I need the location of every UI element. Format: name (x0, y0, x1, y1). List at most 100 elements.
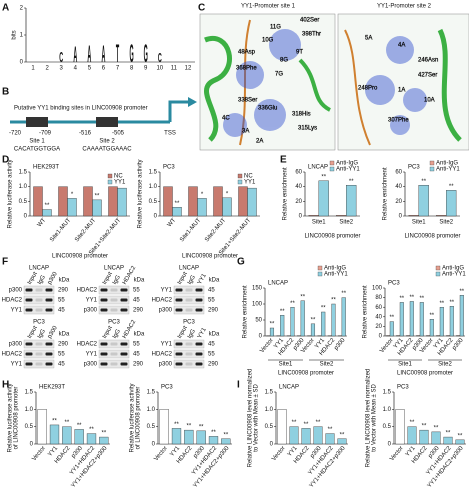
bar (310, 323, 316, 337)
y-axis-label: to Vector with Mean ± SD (254, 384, 260, 452)
significance: ** (89, 427, 94, 433)
band (195, 342, 203, 346)
y-tick-label: 40 (375, 314, 382, 320)
bar (184, 429, 194, 445)
size-label: 45 (58, 308, 65, 314)
band (25, 288, 33, 292)
significance: ** (270, 322, 275, 328)
band (175, 352, 183, 356)
protein-label: p300 (84, 362, 98, 368)
bar (337, 438, 347, 445)
unit-label: kDa (134, 332, 145, 338)
surface-blobs (223, 29, 427, 137)
residue-label: 402Ser (300, 18, 319, 24)
y-axis-label: Relative enrichment (363, 285, 369, 338)
unit-label: kDa (209, 332, 220, 338)
y-tick-label: 0 (299, 214, 303, 220)
bar (300, 300, 305, 337)
bar (313, 426, 323, 445)
significance: ** (434, 425, 439, 431)
y-tick-label: 0 (379, 334, 383, 340)
bar (197, 198, 207, 217)
significance: ** (292, 420, 297, 426)
residue-label: 246Asn (418, 58, 438, 64)
x-tick-label: 4 (74, 66, 78, 72)
x-tick-label: 8 (130, 66, 134, 72)
size-label: 290 (58, 342, 69, 348)
tss-arrow (168, 100, 190, 122)
band (25, 352, 33, 356)
y-axis-label: Relative LINC00908 level normalized (248, 369, 254, 468)
residue-label: 398Thr (302, 32, 321, 38)
site-sequence: CAAAATGGAAAC (82, 147, 132, 153)
bar (92, 199, 102, 217)
residue-label: 10A (424, 98, 435, 104)
bar (62, 426, 72, 445)
y-tick-label: 60 (395, 170, 402, 176)
logo-letter: G (130, 40, 134, 68)
bar (409, 301, 414, 337)
band (110, 288, 118, 292)
bar (117, 187, 127, 217)
band (45, 288, 53, 292)
significance: ** (290, 301, 295, 307)
bar (58, 186, 68, 217)
bar (247, 187, 257, 217)
logo-letter: T (116, 40, 119, 68)
bar (408, 215, 419, 217)
protein-label: p300 (159, 362, 173, 368)
cell-line-label: LNCAP (104, 266, 124, 272)
chart-title: HEK293T (33, 165, 59, 171)
x-tick-label: 7 (116, 66, 120, 72)
band (100, 352, 108, 356)
band (45, 342, 53, 346)
band (195, 288, 203, 292)
protein-label: YY1 (161, 288, 173, 294)
protein-label: HDAC2 (152, 298, 173, 304)
band (110, 308, 118, 312)
legend-label: Anti-YY1 (324, 272, 348, 278)
x-tick-label: 3 (60, 66, 64, 72)
legend-swatch (435, 265, 441, 271)
bar (99, 436, 109, 445)
cell-line-label: LNCAP (179, 266, 199, 272)
y-tick-label: 0.5 (383, 424, 392, 430)
y-tick-label: 0 (388, 442, 392, 448)
site-label: Site 2 (99, 139, 115, 145)
dna-strand (239, 19, 251, 146)
significance: ** (422, 424, 427, 430)
bar (86, 433, 97, 445)
lane-label: IgG (37, 274, 47, 286)
significance: ** (340, 432, 345, 438)
protein-label: p300 (9, 288, 23, 294)
residue-label: 11G (270, 25, 281, 31)
y-axis-label: Relative LINC00908 level normalized (366, 369, 372, 468)
y-axis-label: to Vector with Mean ± SD (372, 384, 378, 452)
residue-label: 2A (256, 139, 263, 145)
y-axis-label: Relative luciferase activity (138, 159, 144, 228)
significance: * (71, 192, 74, 198)
logo-letter: A (73, 43, 77, 68)
protein-label: HDAC2 (77, 342, 98, 348)
bar (238, 186, 248, 217)
band (120, 288, 128, 292)
band (100, 308, 108, 312)
residue-label: 1A (398, 88, 405, 94)
bar (42, 209, 52, 217)
residue-label: 315Lys (298, 126, 317, 132)
helix (204, 35, 232, 142)
y-axis-label: of LINC00908 promoter (14, 387, 20, 450)
x-tick-label: WT (37, 217, 48, 228)
cell-line-label: PC3 (183, 320, 195, 326)
size-label: 290 (58, 288, 69, 294)
band (185, 288, 193, 292)
bar (67, 198, 77, 217)
significance: ** (459, 289, 464, 295)
y-axis-label: Relative luciferase activity (130, 383, 136, 452)
y-tick-label: 20 (375, 324, 382, 330)
size-label: 55 (133, 342, 140, 348)
legend-label: Anti-IgG (336, 161, 358, 167)
bar (280, 315, 285, 337)
band (25, 308, 33, 312)
band (45, 352, 53, 356)
